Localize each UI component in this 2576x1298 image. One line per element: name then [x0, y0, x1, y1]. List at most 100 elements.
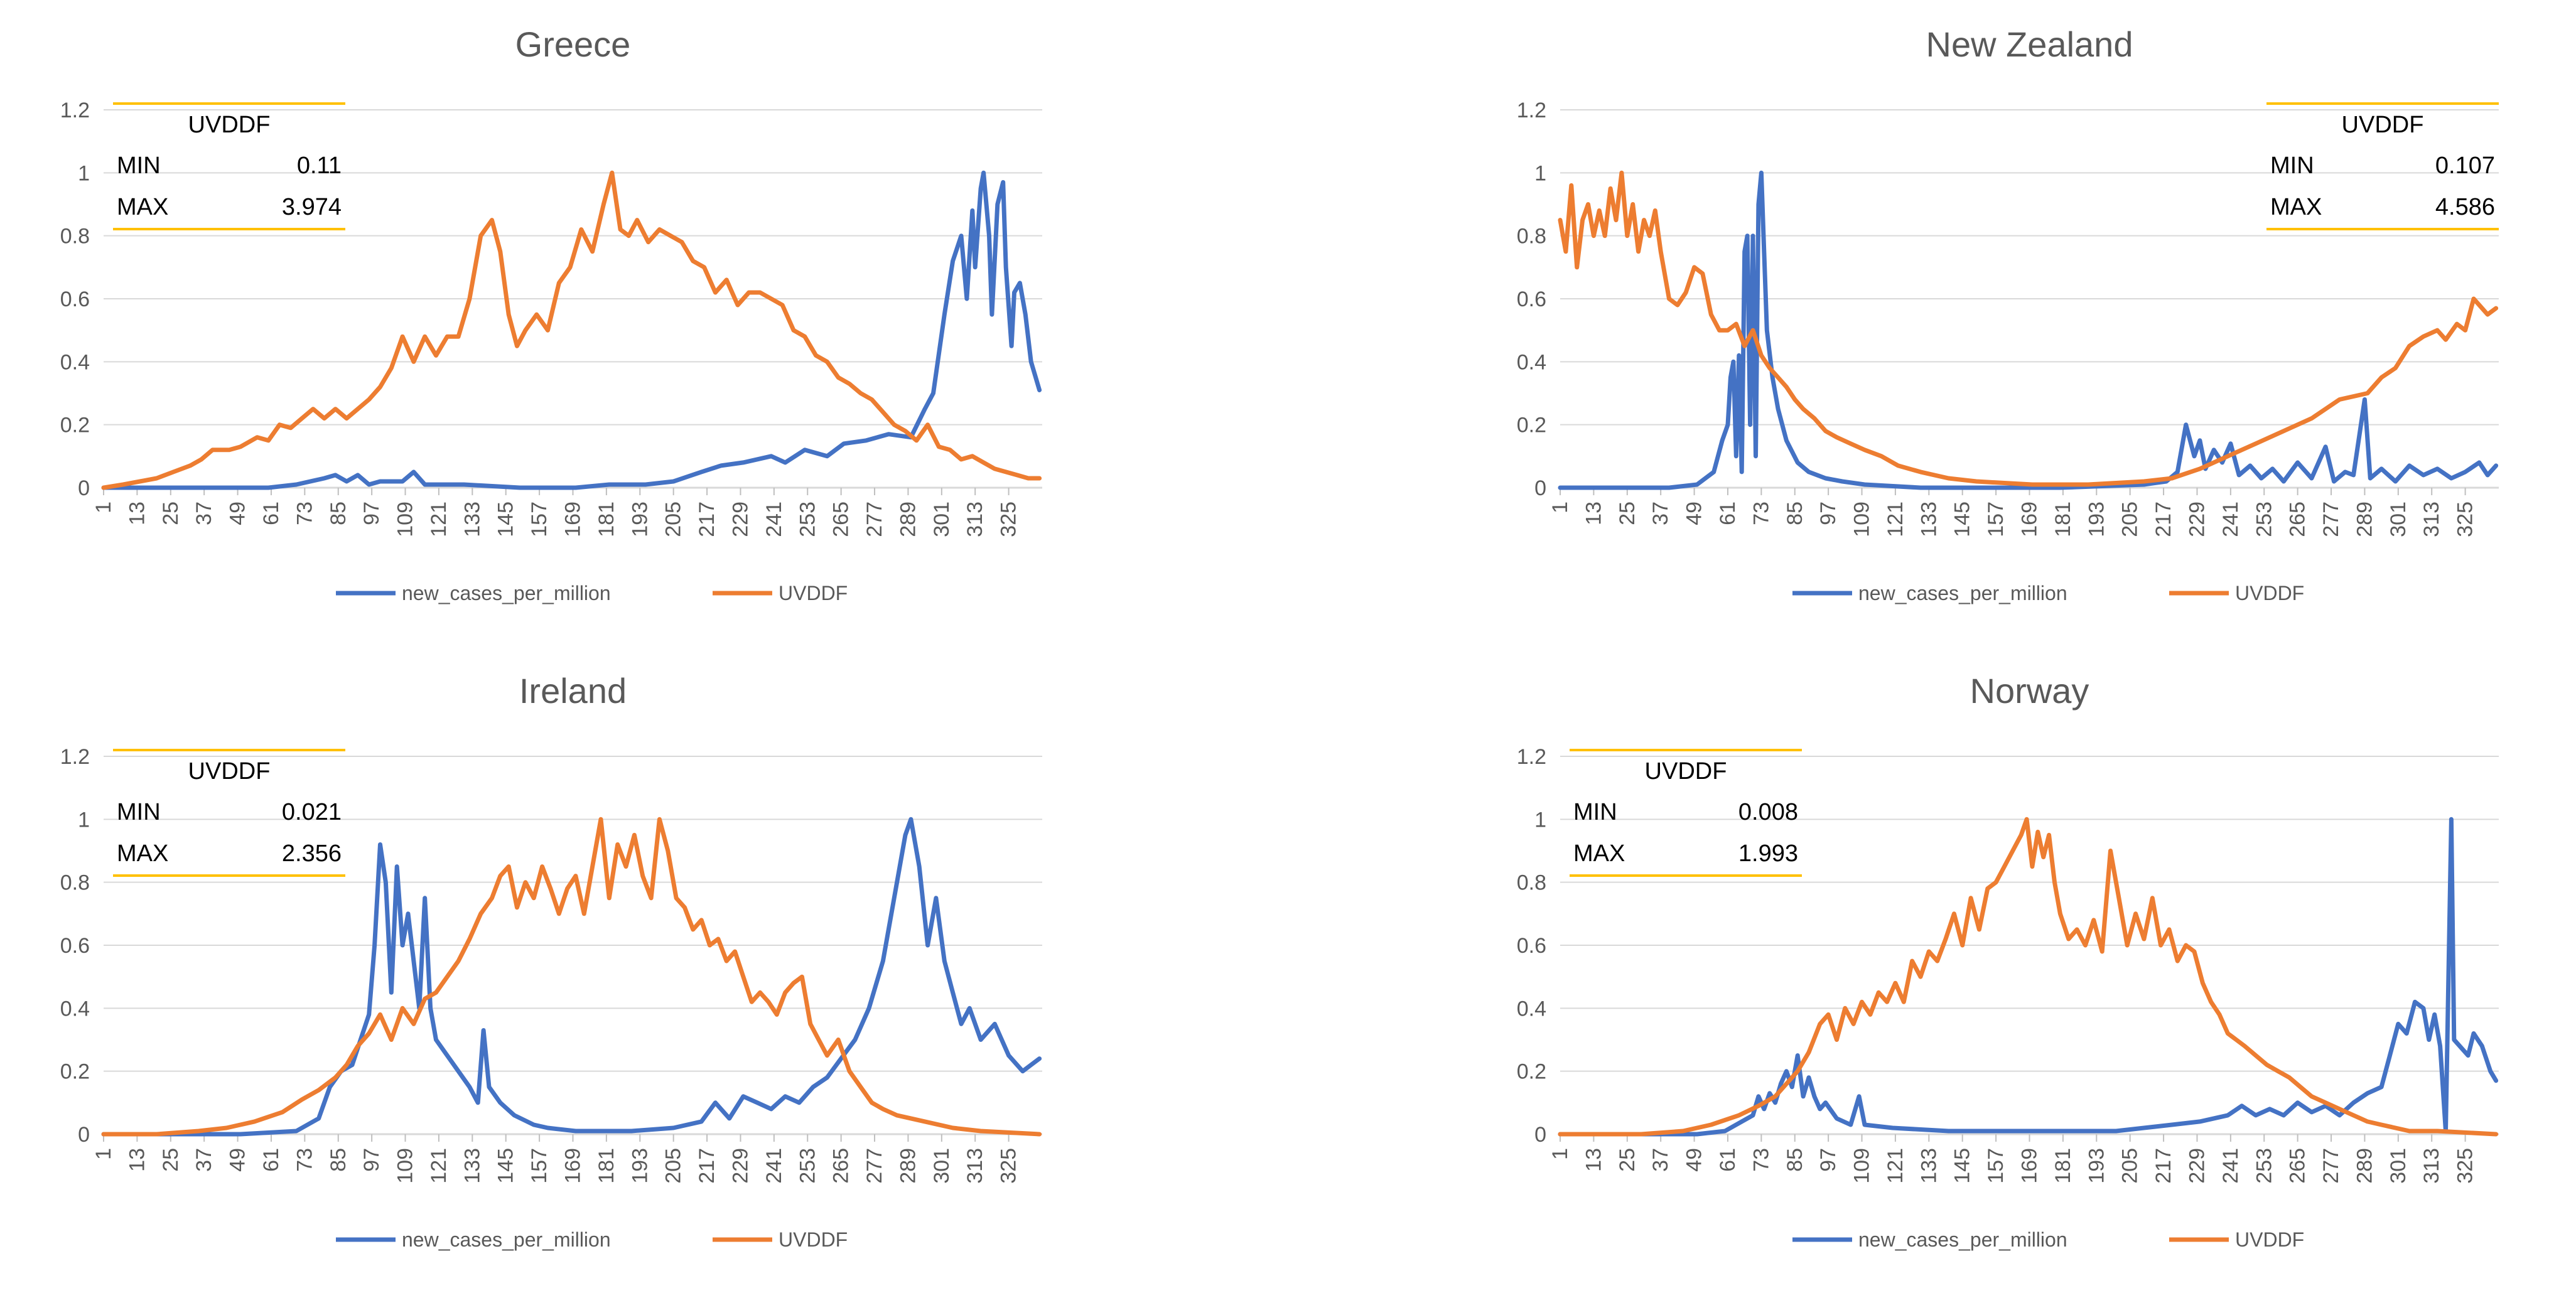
- x-tick-label: 37: [1649, 501, 1673, 525]
- row-value: 0.008: [1738, 799, 1798, 825]
- x-tick-label: 313: [963, 501, 987, 537]
- x-tick-label: 25: [1615, 501, 1639, 525]
- x-tick-label: 157: [1984, 1148, 2008, 1184]
- x-tick-label: 289: [896, 501, 920, 537]
- x-tick-label: 145: [1951, 1148, 1975, 1184]
- y-tick-label: 0: [78, 476, 90, 500]
- legend-label-new-cases-per-million: new_cases_per_million: [402, 1228, 611, 1251]
- chart-title: Ireland: [519, 671, 627, 711]
- series-line-new-cases-per-million: [101, 817, 1042, 1137]
- legend-label-new-cases-per-million: new_cases_per_million: [1858, 582, 2067, 604]
- table-bottom-rule: [113, 874, 345, 877]
- y-tick-label: 1.2: [1517, 99, 1546, 122]
- x-tick-label: 169: [2018, 501, 2042, 537]
- y-tick-label: 1: [78, 808, 90, 832]
- series-line-new-cases-per-million: [1558, 170, 2499, 490]
- row-label: MIN: [1573, 799, 1617, 825]
- uvddf-info-table: UVDDF MIN 0.107 MAX 4.586: [2266, 102, 2499, 230]
- x-tick-label: 73: [293, 501, 316, 525]
- chart-panel-new-zealand: New Zealand 0 0.2 0.4 0.6 0.8 1 1.2 1 13 25 37 49 61 7…: [1482, 13, 2562, 640]
- x-tick-label: 217: [2152, 501, 2175, 537]
- x-tick-label: 253: [795, 501, 819, 537]
- x-tick-label: 289: [2352, 1148, 2376, 1184]
- y-tick-label: 0.8: [1517, 871, 1546, 895]
- x-tick-label: 265: [829, 501, 853, 537]
- x-tick-label: 205: [2118, 1148, 2142, 1184]
- x-tick-label: 169: [561, 501, 585, 537]
- row-value: 0.11: [296, 153, 342, 179]
- y-tick-label: 0.4: [60, 997, 90, 1021]
- x-tick-label: 241: [2219, 501, 2243, 537]
- x-tick-label: 181: [2051, 501, 2075, 537]
- y-tick-label: 0.8: [60, 871, 90, 895]
- table-header: UVDDF: [2341, 112, 2424, 138]
- y-tick-label: 0.4: [60, 350, 90, 374]
- x-tick-label: 1: [1548, 1148, 1572, 1160]
- x-tick-label: 277: [2319, 1148, 2343, 1184]
- row-value: 3.974: [281, 194, 342, 220]
- series-line-uvddf: [101, 170, 1042, 490]
- table-header: UVDDF: [188, 112, 271, 138]
- x-tick-label: 13: [125, 501, 149, 525]
- x-tick-label: 133: [1917, 501, 1941, 537]
- y-tick-label: 0.2: [60, 414, 90, 437]
- x-tick-label: 1: [1548, 501, 1572, 513]
- y-tick-label: 0.8: [60, 225, 90, 249]
- x-tick-label: 325: [2454, 1148, 2477, 1184]
- x-tick-label: 13: [1582, 1148, 1605, 1172]
- legend-label-uvddf: UVDDF: [2235, 582, 2304, 604]
- y-tick-label: 1.2: [1517, 745, 1546, 769]
- x-tick-label: 37: [192, 501, 216, 525]
- y-tick-label: 0.2: [1517, 414, 1546, 437]
- x-tick-label: 49: [1683, 1148, 1706, 1172]
- table-top-rule: [113, 102, 345, 105]
- row-value: 1.993: [1738, 840, 1798, 867]
- y-tick-label: 0.4: [1517, 350, 1546, 374]
- row-label: MAX: [1573, 840, 1625, 867]
- x-tick-label: 49: [226, 501, 250, 525]
- x-tick-label: 73: [1749, 501, 1773, 525]
- table-row-min: MIN 0.008: [1570, 791, 1802, 833]
- x-tick-label: 217: [695, 501, 719, 537]
- y-tick-label: 0.2: [1517, 1060, 1546, 1084]
- table-row-min: MIN 0.107: [2266, 145, 2499, 186]
- x-tick-label: 97: [1816, 1148, 1840, 1172]
- x-tick-label: 265: [2286, 1148, 2310, 1184]
- x-tick-label: 181: [2051, 1148, 2075, 1184]
- x-tick-label: 85: [326, 501, 350, 525]
- x-tick-label: 241: [762, 501, 786, 537]
- y-tick-label: 0.6: [1517, 287, 1546, 311]
- x-tick-label: 241: [762, 1148, 786, 1184]
- table-row-max: MAX 1.993: [1570, 833, 1802, 874]
- x-tick-label: 133: [1917, 1148, 1941, 1184]
- x-tick-label: 85: [326, 1148, 350, 1172]
- x-tick-label: 313: [963, 1148, 987, 1184]
- x-tick-label: 265: [2286, 501, 2310, 537]
- x-tick-label: 13: [125, 1148, 149, 1172]
- legend-label-new-cases-per-million: new_cases_per_million: [402, 582, 611, 604]
- y-tick-label: 0.6: [60, 287, 90, 311]
- row-label: MIN: [117, 799, 161, 825]
- x-tick-label: 193: [628, 501, 652, 537]
- y-tick-label: 1: [1534, 161, 1546, 185]
- chart-panel-ireland: Ireland 0 0.2 0.4 0.6 0.8 1 1.2 1 13 25 37 49 61 73 85 9…: [25, 659, 1105, 1287]
- x-tick-label: 181: [595, 1148, 618, 1184]
- chart-panel-greece: Greece 0 0.2 0.4 0.6 0.8 1 1.2 1 13 25 37 49 61 73 85 97…: [25, 13, 1105, 640]
- table-row-max: MAX 3.974: [113, 186, 345, 228]
- x-tick-label: 313: [2420, 1148, 2444, 1184]
- table-row-max: MAX 2.356: [113, 833, 345, 874]
- x-tick-label: 265: [829, 1148, 853, 1184]
- row-value: 0.107: [2435, 153, 2495, 179]
- chart-title: Greece: [515, 24, 631, 64]
- uvddf-info-table: UVDDF MIN 0.008 MAX 1.993: [1570, 749, 1802, 877]
- table-top-rule: [113, 749, 345, 751]
- x-tick-label: 325: [997, 501, 1021, 537]
- y-tick-label: 1.2: [60, 745, 90, 769]
- x-tick-label: 193: [2084, 501, 2108, 537]
- y-tick-label: 1: [1534, 808, 1546, 832]
- series-line-new-cases-per-million: [101, 170, 1042, 490]
- x-tick-label: 25: [1615, 1148, 1639, 1172]
- x-tick-label: 133: [460, 501, 484, 537]
- x-tick-label: 229: [728, 501, 752, 537]
- y-tick-label: 0.6: [1517, 934, 1546, 958]
